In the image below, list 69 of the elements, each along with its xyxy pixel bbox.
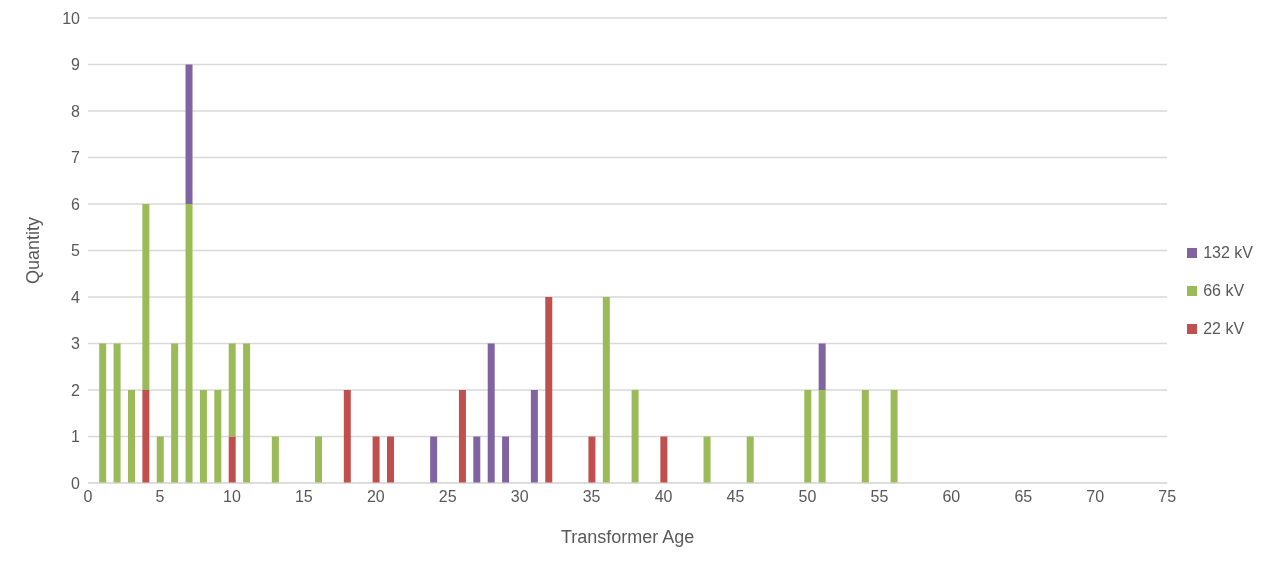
bar <box>127 390 135 483</box>
bar <box>818 343 826 390</box>
bar <box>473 436 481 483</box>
bar <box>214 390 222 483</box>
x-tick-label: 75 <box>1158 488 1177 506</box>
x-tick-label: 0 <box>83 488 93 506</box>
x-tick-label: 5 <box>155 488 165 506</box>
legend-label: 22 kV <box>1203 319 1245 338</box>
x-tick-label: 20 <box>366 488 385 506</box>
bar <box>602 297 610 483</box>
x-axis-title: Transformer Age <box>560 527 695 547</box>
y-tick-label: 0 <box>71 474 81 492</box>
bar <box>156 436 164 483</box>
bar <box>804 390 812 483</box>
bar <box>487 343 495 483</box>
y-tick-label: 4 <box>71 288 81 306</box>
bar <box>588 436 596 483</box>
x-tick-label: 30 <box>510 488 529 506</box>
bar <box>386 436 394 483</box>
bar <box>703 436 711 483</box>
bar <box>660 436 668 483</box>
y-tick-label: 3 <box>71 335 81 353</box>
y-tick-label: 2 <box>71 381 81 399</box>
bar <box>372 436 380 483</box>
bar <box>228 343 236 437</box>
bar <box>171 343 179 483</box>
bar <box>430 436 438 483</box>
bar <box>315 436 323 483</box>
bar <box>890 390 898 483</box>
y-tick-label: 10 <box>62 9 81 27</box>
bar <box>142 204 150 390</box>
x-tick-label: 35 <box>582 488 601 506</box>
bar <box>545 297 553 483</box>
x-tick-label: 65 <box>1014 488 1033 506</box>
bar <box>185 204 193 483</box>
bar <box>99 343 107 483</box>
bar <box>458 390 466 483</box>
x-tick-label: 50 <box>798 488 817 506</box>
y-tick-label: 8 <box>71 102 81 120</box>
bar <box>343 390 351 483</box>
bar <box>185 64 193 204</box>
x-tick-label: 55 <box>870 488 889 506</box>
x-tick-label: 40 <box>654 488 673 506</box>
x-tick-label: 60 <box>942 488 961 506</box>
bar <box>502 436 510 483</box>
x-tick-label: 15 <box>294 488 313 506</box>
bar <box>631 390 639 483</box>
y-tick-label: 9 <box>71 56 81 74</box>
y-tick-label: 1 <box>71 428 81 446</box>
x-tick-label: 70 <box>1086 488 1105 506</box>
bar <box>199 390 207 483</box>
legend-label: 66 kV <box>1203 281 1245 300</box>
bar <box>142 390 150 483</box>
y-tick-label: 5 <box>71 242 81 260</box>
bar <box>271 436 279 483</box>
bar <box>861 390 869 483</box>
legend-label: 132 kV <box>1203 243 1253 262</box>
y-axis-title: Quantity <box>23 216 44 285</box>
x-tick-label: 45 <box>726 488 745 506</box>
bar <box>818 390 826 483</box>
y-tick-label: 7 <box>71 149 81 167</box>
y-tick-label: 6 <box>71 195 81 213</box>
bar <box>746 436 754 483</box>
x-tick-label: 25 <box>438 488 457 506</box>
bar <box>228 436 236 483</box>
bar <box>113 343 121 483</box>
bar <box>243 343 251 483</box>
bar <box>530 390 538 483</box>
x-tick-label: 10 <box>222 488 241 506</box>
